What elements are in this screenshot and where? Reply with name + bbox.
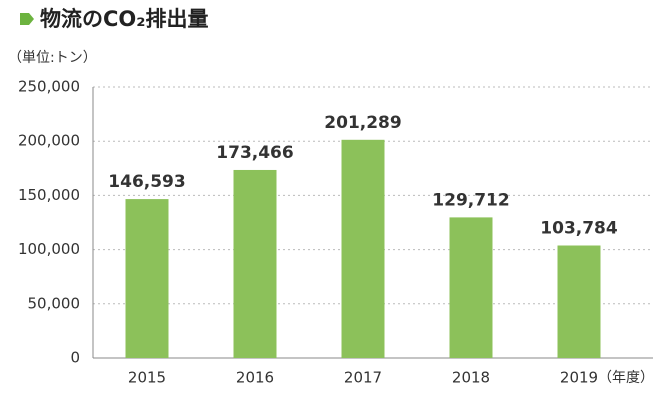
- x-unit-label: （年度）: [598, 370, 654, 386]
- x-tick-label: 2019: [560, 369, 598, 387]
- y-unit-label: （単位:トン）: [8, 50, 97, 66]
- bar: [449, 217, 493, 358]
- y-tick-label: 250,000: [18, 78, 80, 96]
- bar: [341, 139, 385, 358]
- title-icon: [20, 13, 34, 25]
- value-label: 129,712: [432, 190, 509, 210]
- value-label: 201,289: [324, 113, 401, 133]
- y-tick-label: 50,000: [28, 294, 81, 312]
- x-tick-label: 2018: [452, 369, 490, 387]
- bar: [557, 245, 601, 358]
- x-tick-label: 2015: [128, 369, 166, 387]
- x-tick-label: 2016: [236, 369, 274, 387]
- y-tick-label: 200,000: [18, 132, 80, 150]
- y-tick-label: 0: [70, 349, 80, 367]
- value-label: 173,466: [216, 143, 293, 163]
- y-tick-label: 100,000: [18, 240, 80, 258]
- bar: [125, 199, 169, 358]
- value-label: 146,593: [108, 172, 185, 192]
- chart-title: 物流のCO₂排出量: [40, 7, 208, 31]
- y-tick-label: 150,000: [18, 186, 80, 204]
- value-label: 103,784: [540, 218, 618, 238]
- x-tick-label: 2017: [344, 369, 382, 387]
- bar: [233, 169, 277, 358]
